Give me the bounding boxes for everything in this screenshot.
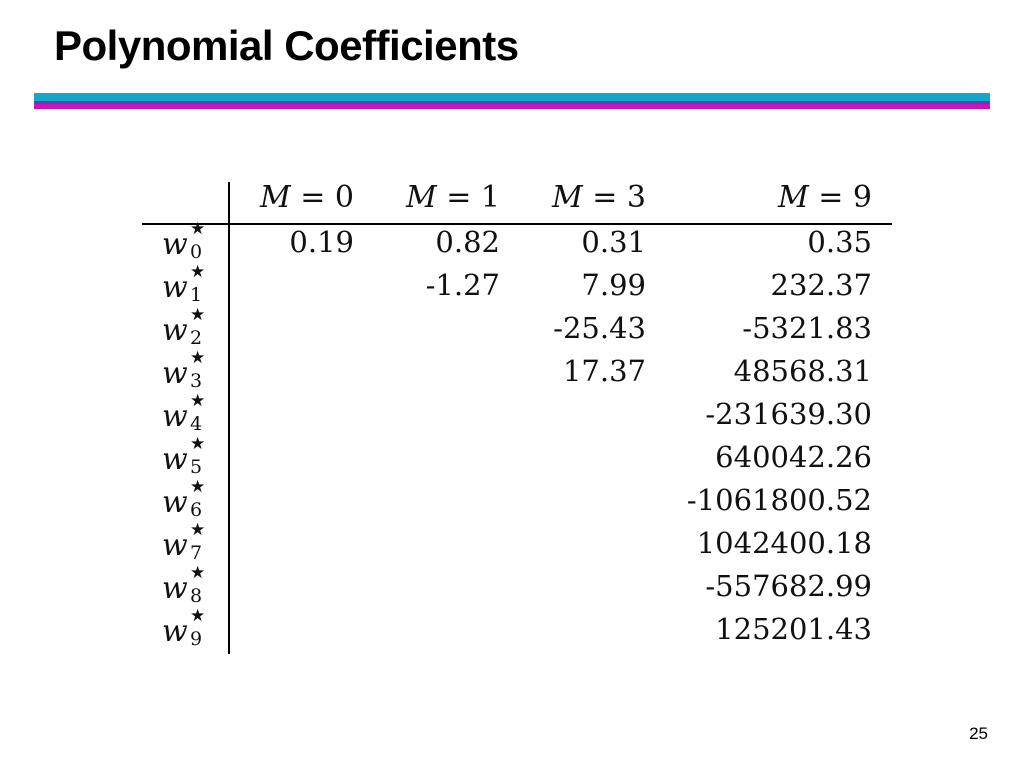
row-label-symbol: w [162, 485, 188, 520]
row-label-subscript: 8 [190, 585, 203, 607]
table-cell: 17.37 [562, 354, 646, 388]
page-number: 25 [969, 724, 988, 743]
row-label-subscript: 4 [190, 413, 203, 435]
row-label-symbol: w [162, 227, 188, 262]
column-header-var: M [551, 180, 583, 215]
table-cell: 232.37 [770, 268, 872, 302]
table-cell: 48568.31 [733, 354, 872, 388]
row-label-symbol: w [162, 356, 188, 391]
title-rule-cyan [34, 93, 990, 101]
table-cell: -1.27 [425, 268, 500, 302]
table-cell: -5321.83 [742, 311, 872, 345]
row-label-w9: w ★ 9 [162, 606, 222, 654]
row-label-symbol: w [162, 270, 188, 305]
column-header-var: M [777, 180, 809, 215]
row-label-star: ★ [190, 262, 206, 282]
column-header-eq: = [808, 180, 853, 215]
row-label-subscript: 7 [190, 542, 203, 564]
column-header-value: 3 [626, 180, 646, 215]
row-label-star: ★ [190, 563, 206, 583]
column-header-m0: M = 0 [194, 180, 354, 215]
row-label-w3: w ★ 3 [162, 348, 222, 396]
row-label-w5: w ★ 5 [162, 434, 222, 482]
row-label-subscript: 0 [190, 241, 203, 263]
row-label-subscript: 1 [190, 284, 203, 306]
row-label-w0: w ★ 0 [162, 219, 222, 267]
row-label-symbol: w [162, 571, 188, 606]
table-cell: 640042.26 [715, 440, 872, 474]
column-header-m3: M = 3 [486, 180, 646, 215]
row-label-symbol: w [162, 528, 188, 563]
column-header-value: 1 [480, 180, 500, 215]
row-label-w1: w ★ 1 [162, 262, 222, 310]
row-label-star: ★ [190, 477, 206, 497]
row-label-w4: w ★ 4 [162, 391, 222, 439]
column-header-eq: = [582, 180, 627, 215]
table-cell: 125201.43 [715, 612, 872, 646]
row-label-star: ★ [190, 520, 206, 540]
row-label-subscript: 6 [190, 499, 203, 521]
title-rule-magenta [34, 104, 990, 109]
row-label-w6: w ★ 6 [162, 477, 222, 525]
table-cell: 1042400.18 [696, 526, 872, 560]
table-header-rule [142, 223, 892, 225]
table-cell: -1061800.52 [686, 483, 872, 517]
table-cell: 0.82 [435, 225, 500, 259]
row-label-star: ★ [190, 348, 206, 368]
slide-title: Polynomial Coefficients [54, 22, 519, 69]
row-label-star: ★ [190, 606, 206, 626]
table-cell: -25.43 [553, 311, 646, 345]
table-cell: -557682.99 [705, 569, 872, 603]
row-label-subscript: 9 [190, 628, 203, 650]
table-cell: 0.19 [289, 225, 354, 259]
column-header-eq: = [436, 180, 481, 215]
row-label-star: ★ [190, 219, 206, 239]
row-label-w8: w ★ 8 [162, 563, 222, 611]
table-vertical-rule [228, 182, 230, 654]
row-label-star: ★ [190, 391, 206, 411]
row-label-w7: w ★ 7 [162, 520, 222, 568]
row-label-symbol: w [162, 313, 188, 348]
row-label-symbol: w [162, 614, 188, 649]
table-cell: 0.35 [807, 225, 872, 259]
column-header-m9: M = 9 [712, 180, 872, 215]
row-label-symbol: w [162, 442, 188, 477]
column-header-eq: = [290, 180, 335, 215]
column-header-value: 0 [334, 180, 354, 215]
column-header-var: M [405, 180, 437, 215]
row-label-star: ★ [190, 434, 206, 454]
column-header-m1: M = 1 [340, 180, 500, 215]
row-label-subscript: 2 [190, 327, 203, 349]
table-cell: 0.31 [581, 225, 646, 259]
column-header-value: 9 [852, 180, 872, 215]
row-label-subscript: 3 [190, 370, 203, 392]
table-cell: 7.99 [581, 268, 646, 302]
row-label-subscript: 5 [190, 456, 203, 478]
table-cell: -231639.30 [705, 397, 872, 431]
row-label-star: ★ [190, 305, 206, 325]
column-header-var: M [259, 180, 291, 215]
row-label-w2: w ★ 2 [162, 305, 222, 353]
title-rule-blue [34, 101, 990, 104]
row-label-symbol: w [162, 399, 188, 434]
